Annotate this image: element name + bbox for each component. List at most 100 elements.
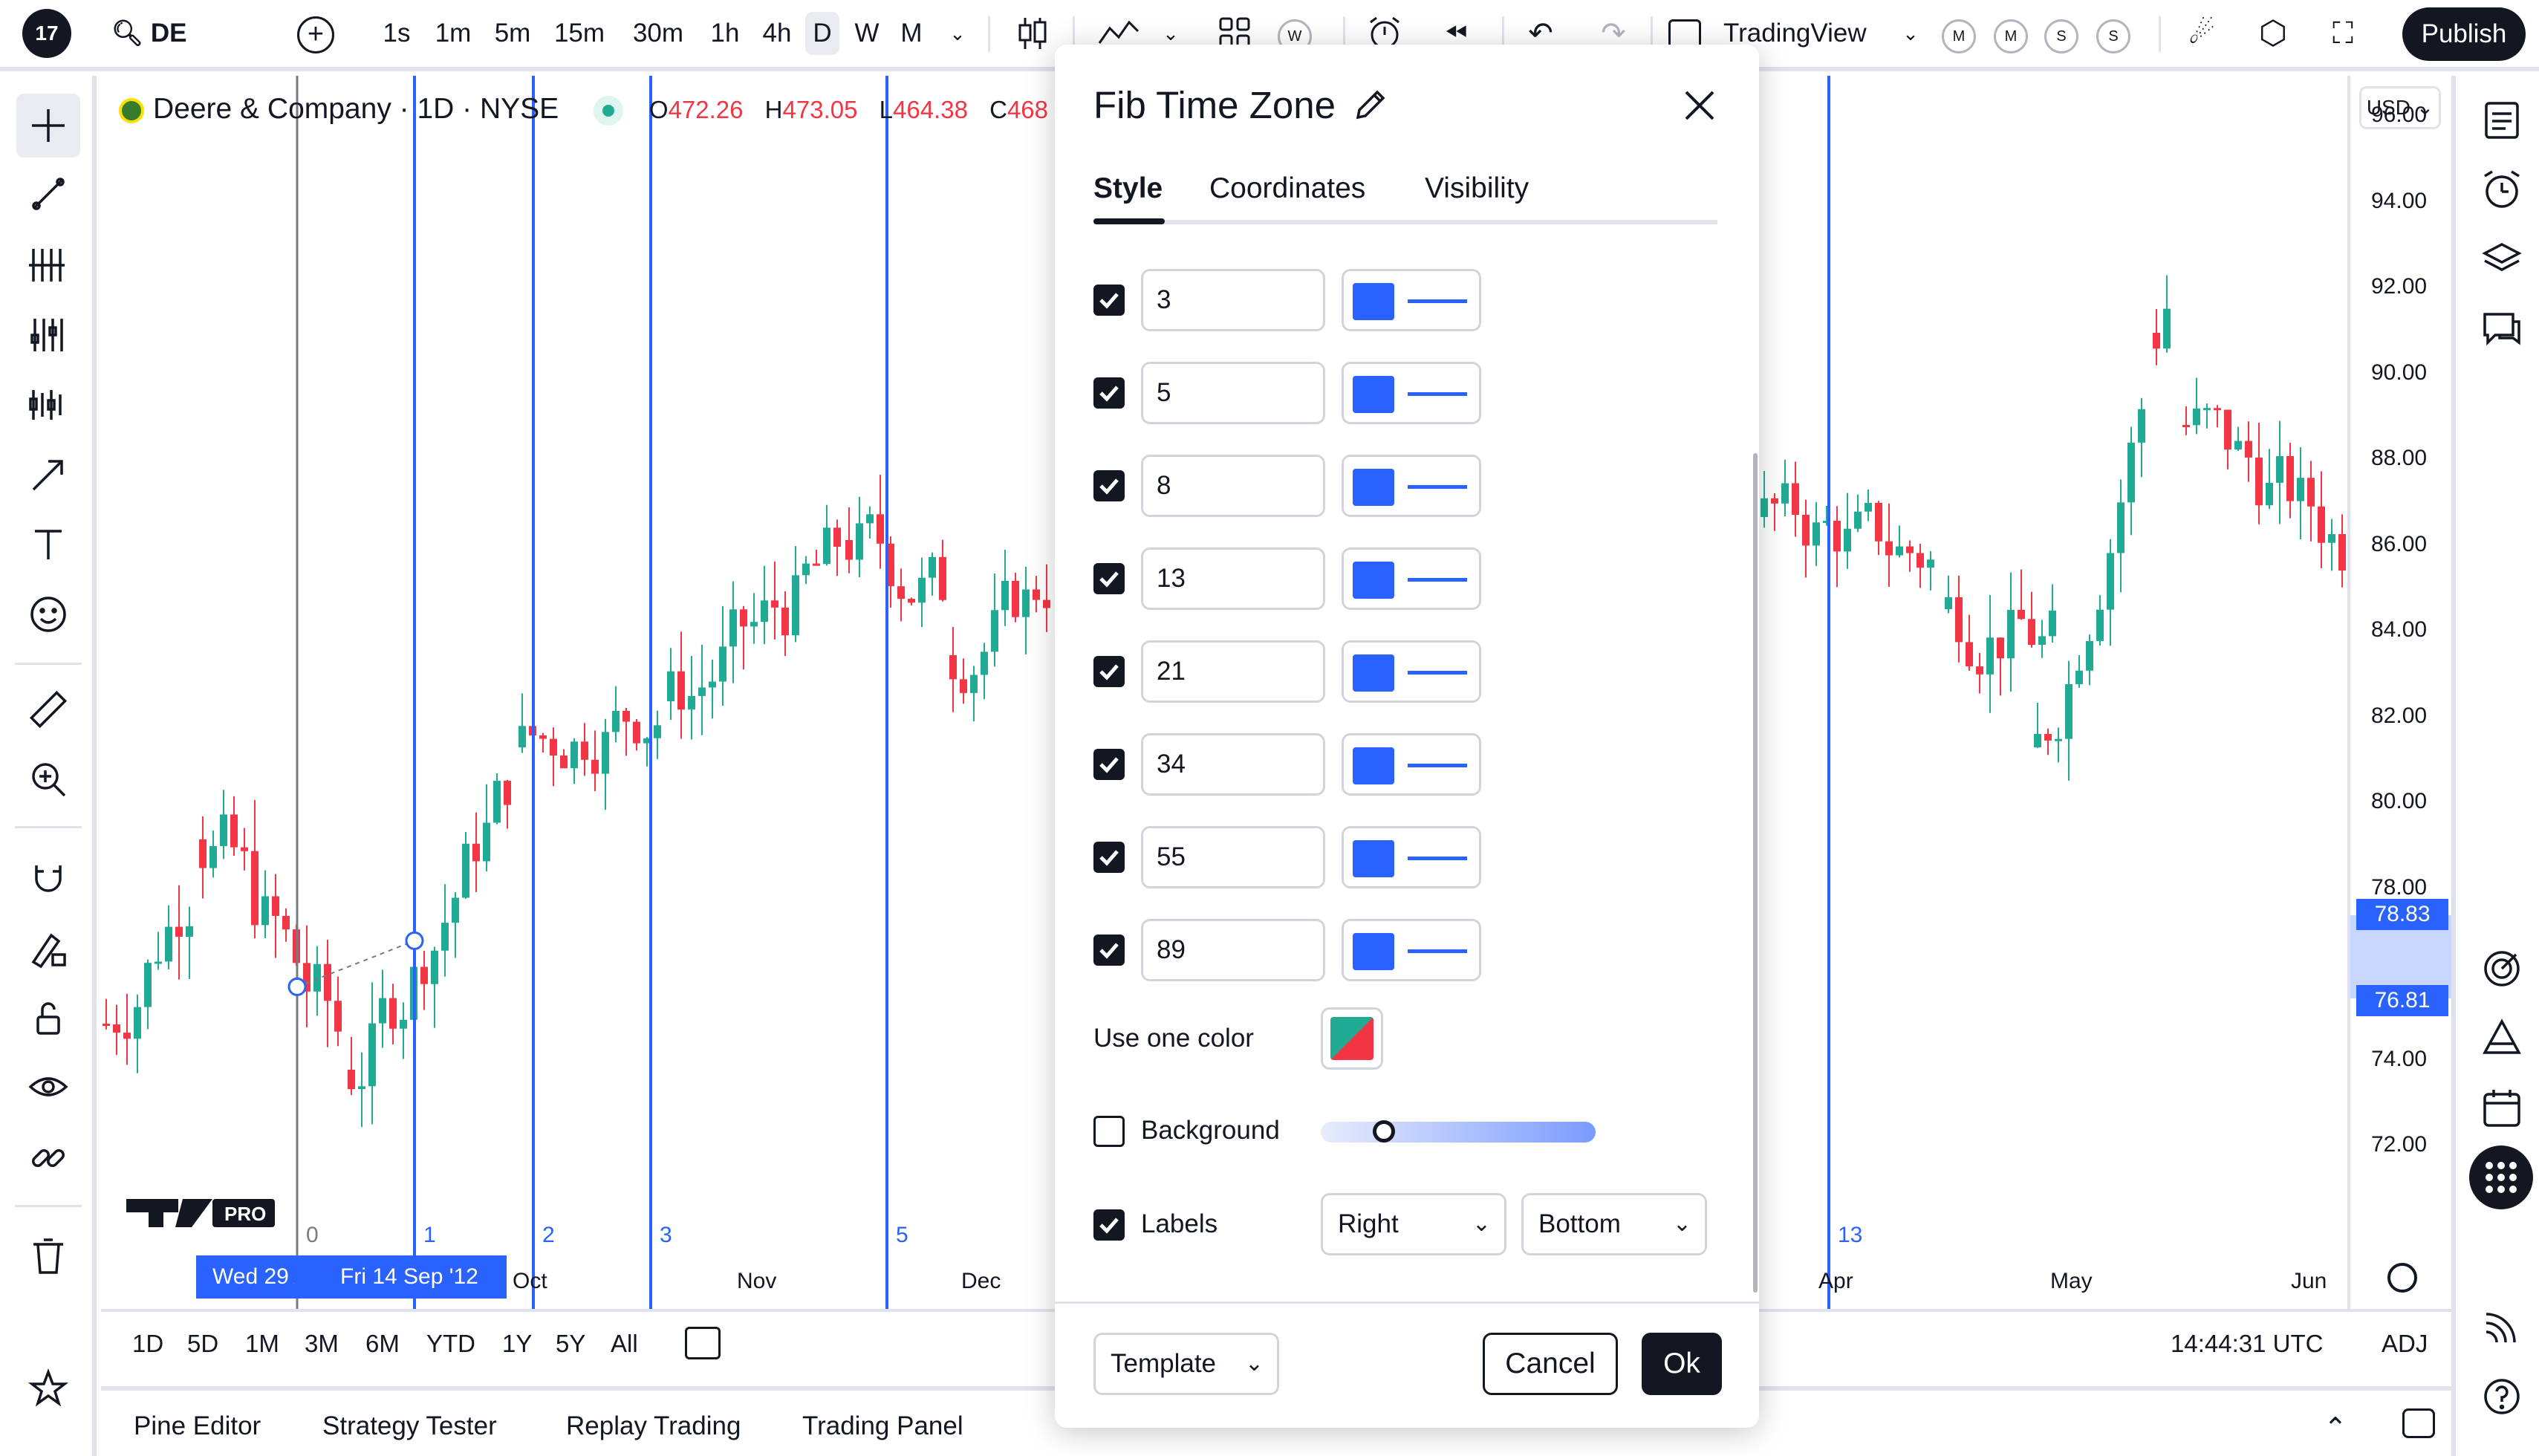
interval-1m[interactable]: 1m	[435, 19, 472, 48]
lock-drawing-icon[interactable]	[16, 917, 80, 981]
level-checkbox[interactable]	[1093, 656, 1125, 687]
undo-icon[interactable]: ↶	[1528, 17, 1553, 50]
currency-selector[interactable]: USD ⌄	[2359, 86, 2441, 129]
trash-icon[interactable]	[16, 1224, 80, 1288]
layout-s-1-button[interactable]: S	[2044, 19, 2078, 53]
interval-d[interactable]: D	[805, 12, 839, 55]
range-5y[interactable]: 5Y	[556, 1330, 586, 1357]
adjust-toggle[interactable]: ADJ	[2382, 1330, 2428, 1357]
level-value-input[interactable]: 3	[1141, 269, 1325, 331]
interval-m[interactable]: M	[900, 19, 923, 48]
replay-icon[interactable]: ⏪︎	[1444, 18, 1468, 49]
level-checkbox[interactable]	[1093, 285, 1125, 316]
apps-grid-icon[interactable]	[2469, 1145, 2533, 1209]
help-icon[interactable]	[2474, 1368, 2530, 1425]
labels-vertical-select[interactable]: Bottom ⌄	[1521, 1193, 1707, 1255]
trendline-tool-icon[interactable]	[16, 162, 80, 226]
tab-pine-editor[interactable]: Pine Editor	[134, 1411, 261, 1440]
range-3m[interactable]: 3M	[305, 1330, 339, 1357]
ok-button[interactable]: Ok	[1642, 1333, 1722, 1395]
quick-search-icon[interactable]: ☄︎	[2188, 17, 2215, 50]
level-value-input[interactable]: 89	[1141, 919, 1325, 981]
streams-icon[interactable]	[2474, 1299, 2530, 1355]
goto-date-calendar-icon[interactable]	[685, 1327, 721, 1359]
interval-15m[interactable]: 15m	[553, 19, 605, 48]
forecasting-tool-icon[interactable]	[16, 373, 80, 437]
range-5d[interactable]: 5D	[187, 1330, 219, 1357]
level-color-picker[interactable]	[1342, 362, 1481, 424]
fullscreen-icon[interactable]: ⛶	[2332, 17, 2353, 50]
interval-dropdown-chevron-icon[interactable]: ⌄	[949, 22, 966, 45]
target-icon[interactable]	[2474, 940, 2530, 997]
collapse-chevron-up-icon[interactable]: ⌃	[2324, 1413, 2347, 1444]
close-icon[interactable]	[1679, 85, 1720, 126]
alarm-clock-icon[interactable]	[2474, 162, 2530, 218]
background-opacity-slider[interactable]	[1321, 1120, 1596, 1143]
arrow-tool-icon[interactable]	[16, 443, 80, 507]
cancel-button[interactable]: Cancel	[1483, 1333, 1618, 1395]
time-axis-settings-gear-icon[interactable]	[2387, 1263, 2417, 1293]
compare-symbol-button[interactable]: +	[297, 16, 334, 53]
level-checkbox[interactable]	[1093, 842, 1125, 873]
chat-icon[interactable]	[2474, 302, 2530, 358]
text-tool-icon[interactable]	[16, 513, 80, 576]
eye-icon[interactable]	[16, 1056, 80, 1120]
level-value-input[interactable]: 55	[1141, 826, 1325, 888]
labels-checkbox[interactable]	[1093, 1209, 1125, 1241]
slider-handle[interactable]	[1373, 1120, 1395, 1143]
tab-visibility[interactable]: Visibility	[1425, 172, 1529, 204]
layout-name[interactable]: TradingView	[1723, 19, 1867, 48]
level-color-picker[interactable]	[1342, 826, 1481, 888]
rename-pencil-icon[interactable]	[1352, 86, 1389, 123]
patterns-tool-icon[interactable]	[16, 303, 80, 367]
dialog-scrollbar[interactable]	[1753, 453, 1758, 1293]
emoji-tool-icon[interactable]	[16, 582, 80, 646]
level-value-input[interactable]: 13	[1141, 547, 1325, 610]
range-all[interactable]: All	[611, 1330, 638, 1357]
tab-replay-trading[interactable]: Replay Trading	[566, 1411, 741, 1440]
layout-m-2-button[interactable]: M	[1994, 19, 2028, 53]
ruler-tool-icon[interactable]	[16, 677, 80, 741]
level-color-picker[interactable]	[1342, 269, 1481, 331]
link-icon[interactable]	[16, 1126, 80, 1190]
range-1y[interactable]: 1Y	[502, 1330, 533, 1357]
candles-chart-type-icon[interactable]	[1010, 12, 1055, 55]
level-value-input[interactable]: 5	[1141, 362, 1325, 424]
level-color-picker[interactable]	[1342, 733, 1481, 796]
labels-horizontal-select[interactable]: Right ⌄	[1321, 1193, 1506, 1255]
interval-30m[interactable]: 30m	[632, 19, 684, 48]
layout-dropdown-chevron-icon[interactable]: ⌄	[1902, 22, 1919, 45]
template-select[interactable]: Template ⌄	[1093, 1333, 1279, 1395]
interval-1s[interactable]: 1s	[383, 19, 411, 48]
range-1d[interactable]: 1D	[132, 1330, 164, 1357]
level-value-input[interactable]: 21	[1141, 640, 1325, 703]
level-checkbox[interactable]	[1093, 470, 1125, 501]
range-6m[interactable]: 6M	[365, 1330, 400, 1357]
price-chart[interactable]: 0 1 2 3 5 13 PRO	[101, 76, 2451, 1309]
level-value-input[interactable]: 34	[1141, 733, 1325, 796]
level-checkbox[interactable]	[1093, 935, 1125, 966]
one-color-swatch[interactable]	[1321, 1007, 1383, 1070]
interval-4h[interactable]: 4h	[762, 19, 792, 48]
maximize-panel-icon[interactable]	[2402, 1408, 2435, 1438]
settings-gear-icon[interactable]: ⬡	[2258, 15, 2288, 51]
favorites-star-icon[interactable]	[16, 1356, 80, 1420]
interval-1h[interactable]: 1h	[710, 19, 740, 48]
layers-icon[interactable]	[2474, 232, 2530, 288]
interval-5m[interactable]: 5m	[494, 19, 531, 48]
price-scale[interactable]: USD ⌄ 96.00 94.00 92.00 90.00 88.00 86.00 84.0…	[2347, 76, 2454, 1309]
level-color-picker[interactable]	[1342, 455, 1481, 517]
level-color-picker[interactable]	[1342, 547, 1481, 610]
tab-strategy-tester[interactable]: Strategy Tester	[322, 1411, 497, 1440]
ideas-icon[interactable]	[2474, 1010, 2530, 1067]
level-checkbox[interactable]	[1093, 563, 1125, 594]
indicators-icon[interactable]	[1095, 12, 1142, 55]
series-legend[interactable]: Deere & Company · 1D · NYSE O472.26 H473…	[119, 88, 1048, 131]
zoom-in-icon[interactable]	[16, 747, 80, 811]
level-color-picker[interactable]	[1342, 919, 1481, 981]
tab-coordinates[interactable]: Coordinates	[1209, 172, 1366, 204]
interval-w[interactable]: W	[854, 19, 880, 48]
tab-style[interactable]: Style	[1093, 172, 1163, 204]
range-1m[interactable]: 1M	[245, 1330, 279, 1357]
magnet-icon[interactable]	[16, 845, 80, 909]
